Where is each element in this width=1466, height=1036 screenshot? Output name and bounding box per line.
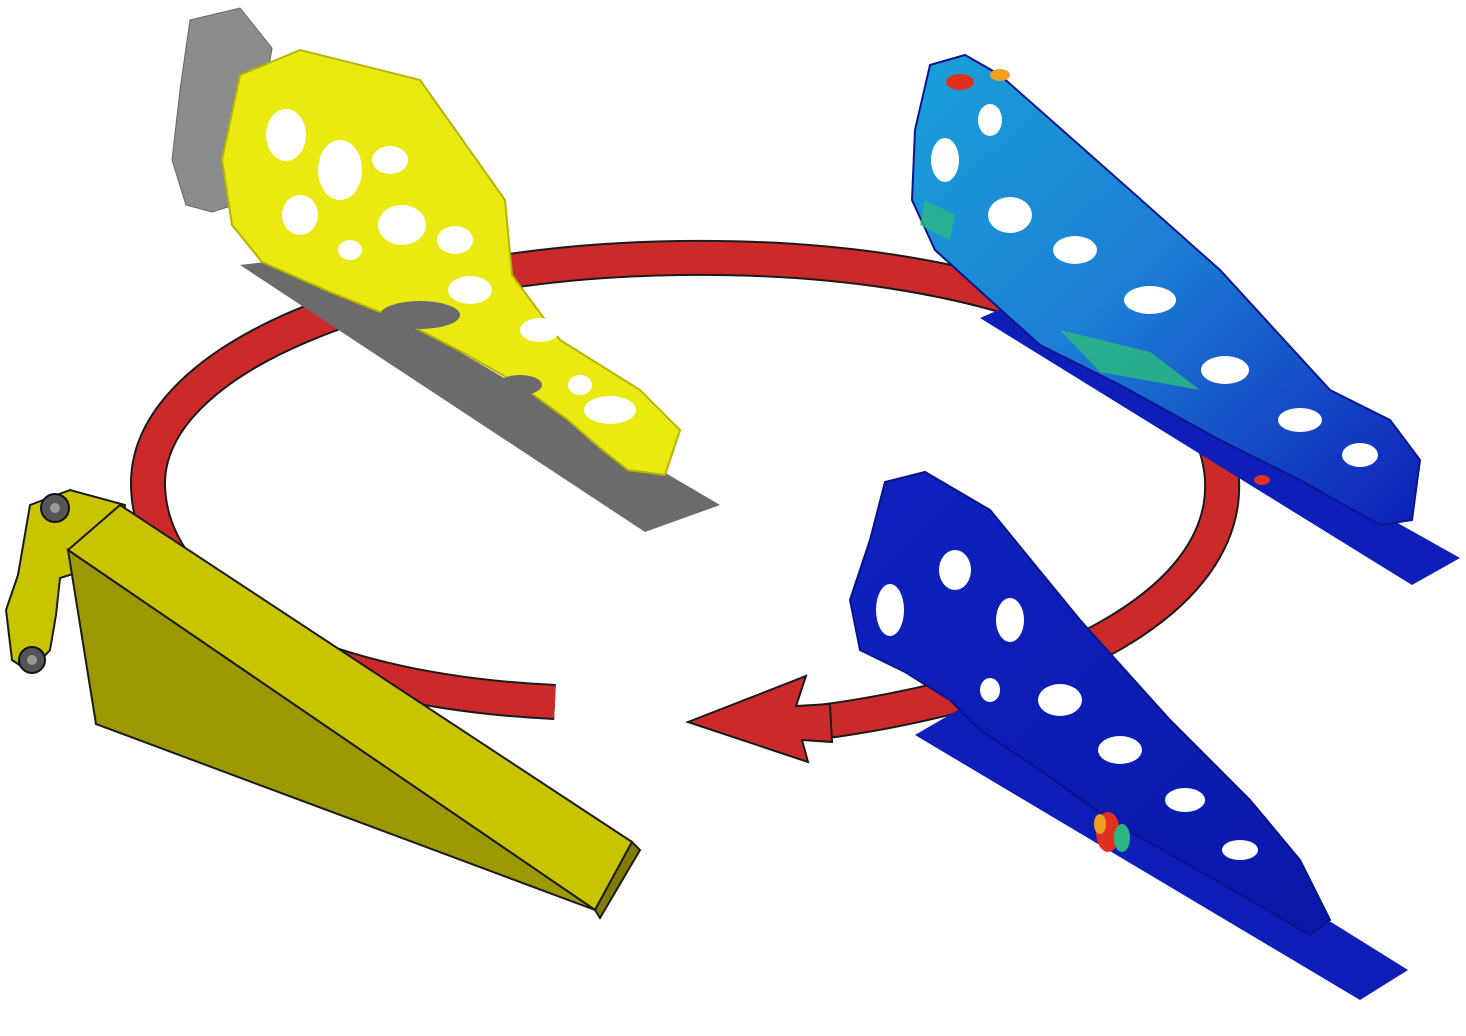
- topology-optimized-model: [171, 7, 720, 532]
- design-space-model: [4, 488, 642, 920]
- refined-lattice-holes: [876, 550, 1258, 860]
- stress-analysis-model: [910, 53, 1460, 585]
- refined-lattice-outline: [848, 470, 1332, 937]
- wedge-side-face: [66, 547, 596, 911]
- wedge-end-face: [593, 840, 642, 920]
- refined-stress-hotspots: [1094, 812, 1130, 852]
- lattice-base-gaps: [380, 301, 542, 395]
- stress-lattice-holes: [931, 104, 1378, 467]
- base-plate: [240, 258, 720, 532]
- stress-hotspots: [920, 69, 1270, 485]
- lattice-holes: [266, 109, 636, 424]
- refined-design-model: [848, 470, 1408, 1000]
- cycle-arrow-head: [685, 674, 834, 764]
